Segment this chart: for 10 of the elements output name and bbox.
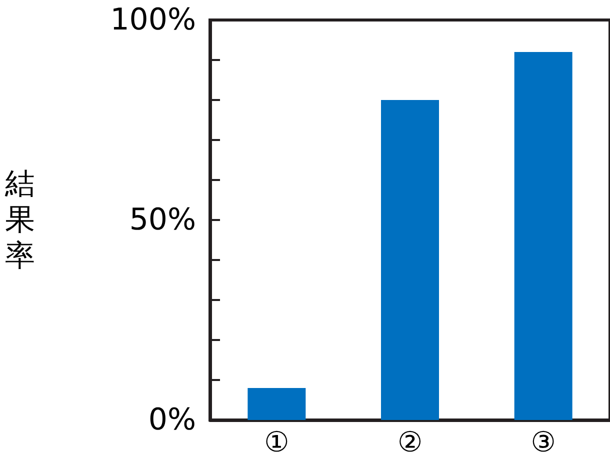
x-tick-label: ①	[264, 426, 290, 458]
x-tick-label: ③	[530, 426, 556, 458]
bar	[381, 100, 439, 420]
bar	[248, 388, 306, 420]
y-tick-label: 50%	[129, 202, 196, 238]
y-tick-label: 0%	[148, 402, 196, 438]
y-axis-title: 結果率	[4, 166, 35, 274]
y-tick-label: 100%	[110, 2, 196, 38]
x-tick-label: ②	[397, 426, 423, 458]
bar	[514, 52, 572, 420]
